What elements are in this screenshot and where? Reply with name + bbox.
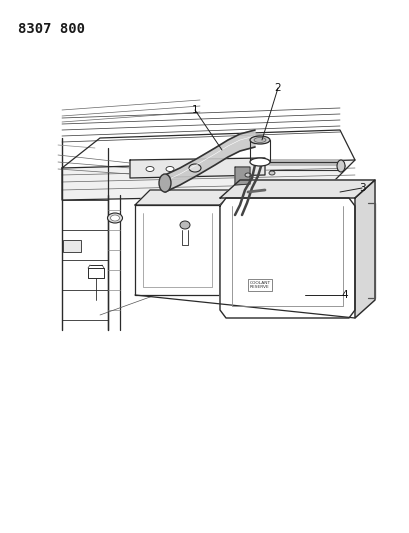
Ellipse shape [166, 166, 173, 172]
Polygon shape [220, 180, 374, 198]
Polygon shape [354, 180, 374, 318]
Polygon shape [234, 167, 249, 185]
Text: 8307 800: 8307 800 [18, 22, 85, 36]
Ellipse shape [107, 213, 122, 223]
Text: 1: 1 [191, 105, 198, 115]
Polygon shape [88, 268, 104, 278]
Ellipse shape [159, 174, 171, 192]
Polygon shape [164, 130, 254, 192]
Ellipse shape [180, 221, 189, 229]
Text: 4: 4 [341, 290, 348, 300]
Ellipse shape [110, 215, 119, 221]
Text: 2: 2 [274, 83, 281, 93]
Ellipse shape [245, 173, 250, 177]
Polygon shape [220, 190, 234, 295]
Polygon shape [130, 158, 264, 178]
Ellipse shape [336, 160, 344, 172]
Text: COOLANT
RESERVE: COOLANT RESERVE [249, 281, 270, 289]
Ellipse shape [249, 158, 270, 166]
Polygon shape [62, 130, 354, 168]
Ellipse shape [268, 171, 274, 175]
Ellipse shape [254, 138, 265, 142]
Ellipse shape [146, 166, 154, 172]
Polygon shape [135, 190, 234, 205]
Bar [63, 240, 81, 252]
Polygon shape [220, 198, 354, 318]
Ellipse shape [249, 136, 270, 144]
Ellipse shape [189, 164, 200, 172]
Polygon shape [62, 160, 354, 200]
Text: 3: 3 [358, 183, 364, 193]
Polygon shape [135, 205, 220, 295]
